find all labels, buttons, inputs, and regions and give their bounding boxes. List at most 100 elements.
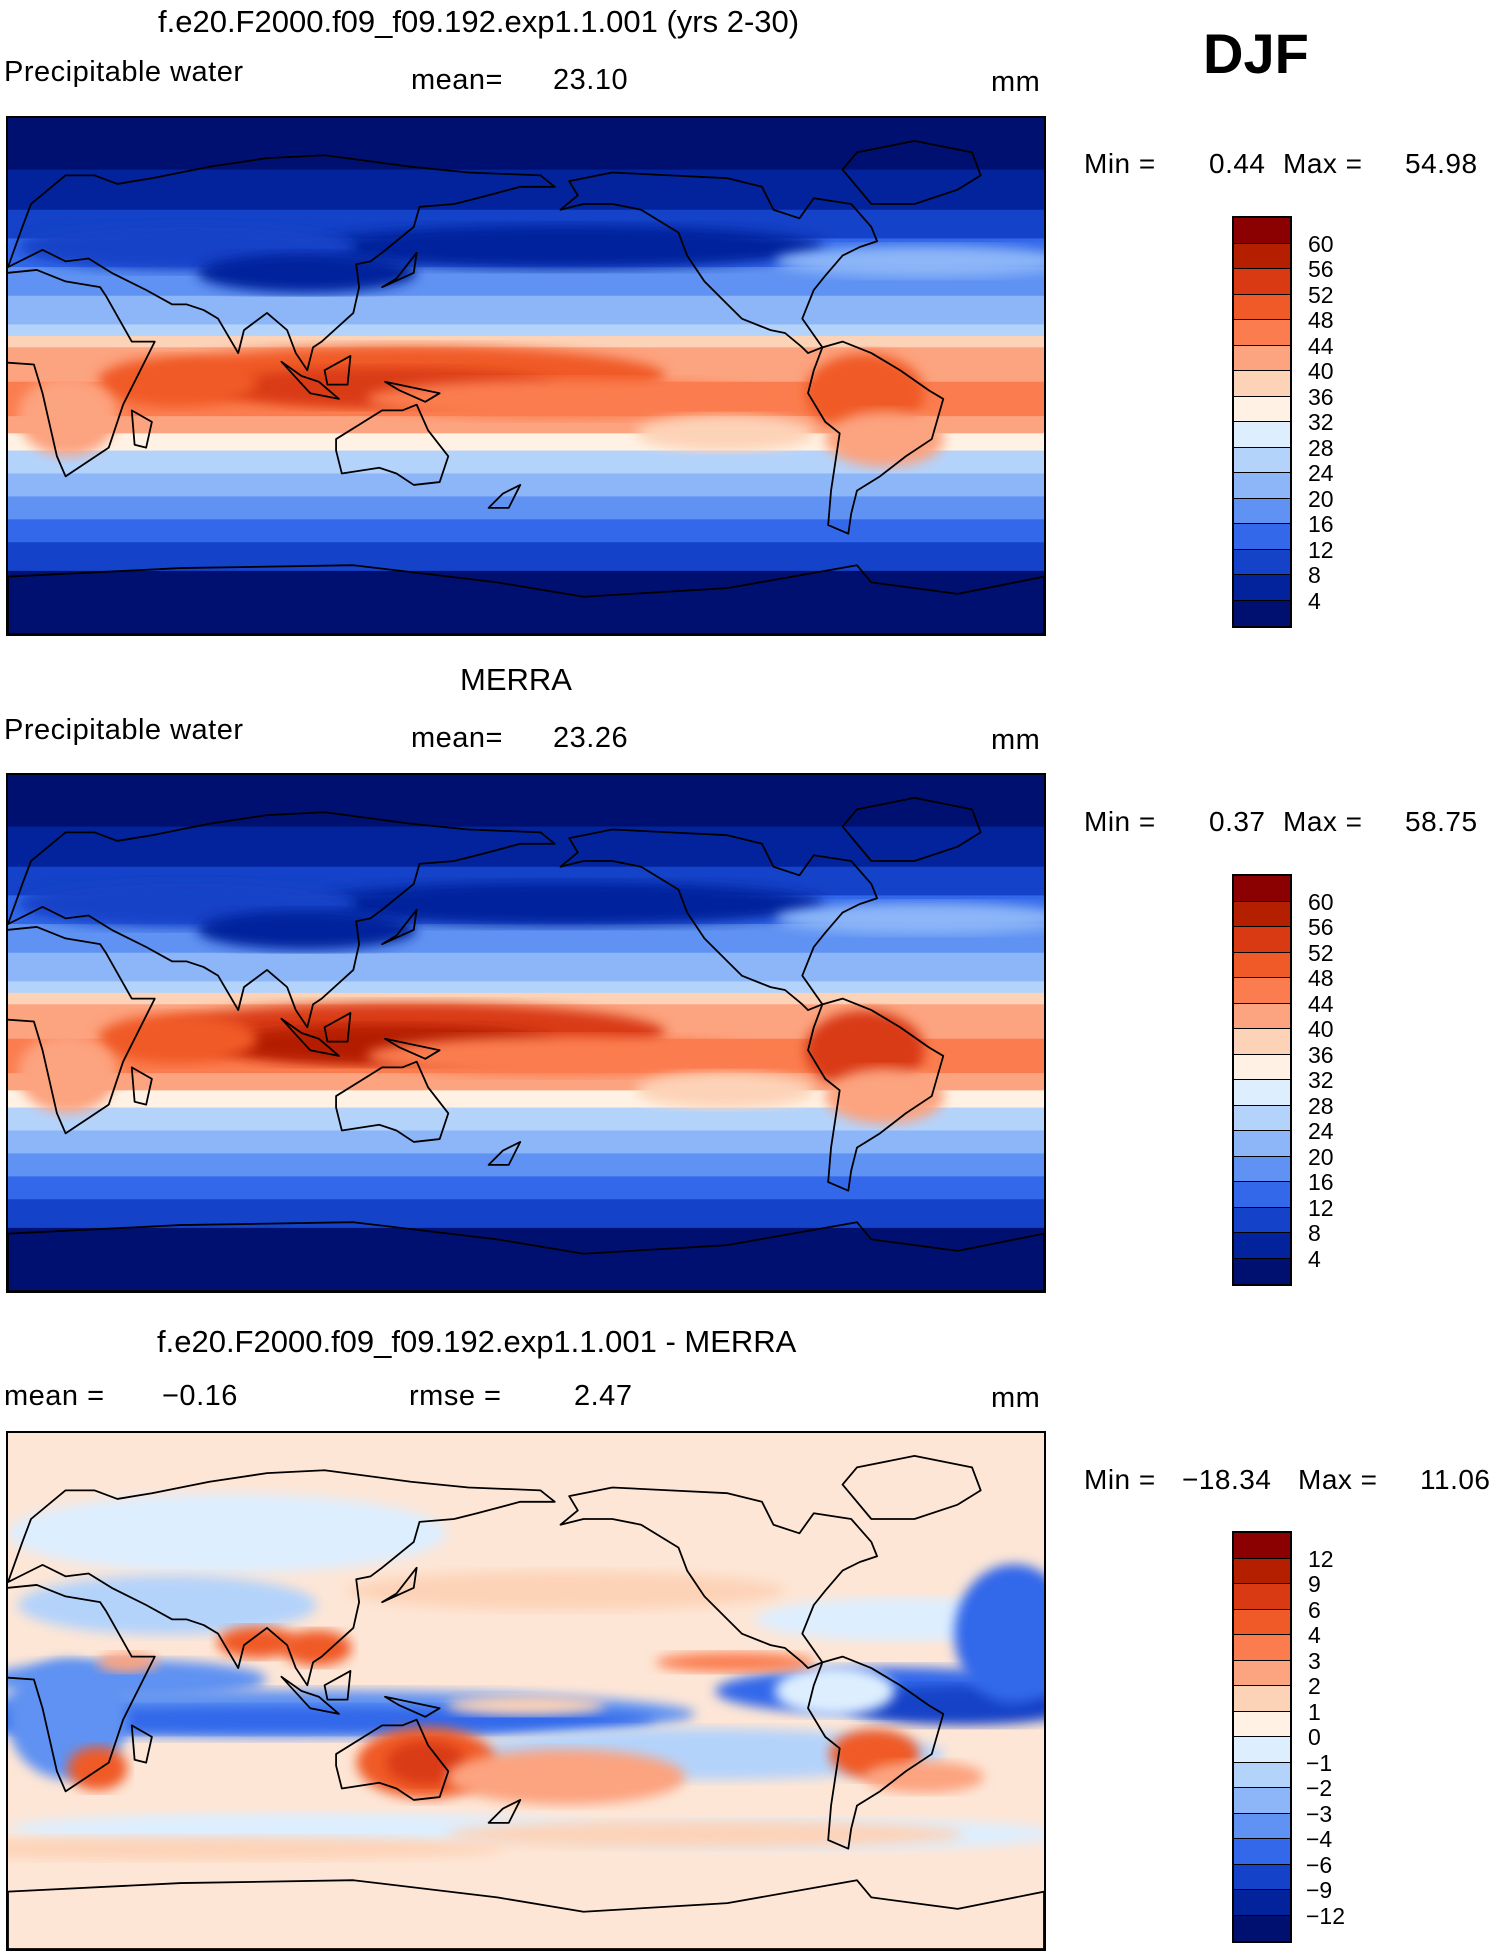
coastline <box>381 1566 418 1604</box>
panel-2-colorbar <box>1232 874 1292 1286</box>
colorbar-label: −6 <box>1306 1851 1333 1878</box>
colorbar-label: −1 <box>1306 1749 1333 1776</box>
colorbar-swatch <box>1234 218 1290 244</box>
panel-1-mean-value: 23.10 <box>553 64 629 96</box>
coastline <box>8 1584 156 1793</box>
coastline <box>8 926 156 1135</box>
panel-1-mean-label: mean= <box>411 64 503 96</box>
colorbar-label: 56 <box>1308 256 1334 282</box>
coastline <box>807 1655 945 1850</box>
coastline <box>384 380 441 403</box>
colorbar-swatch <box>1234 396 1290 422</box>
coastline <box>130 1066 153 1106</box>
colorbar-swatch <box>1234 901 1290 927</box>
coastline <box>280 360 340 400</box>
panel-1-max-label: Max = <box>1283 148 1363 179</box>
colorbar-swatch <box>1234 927 1290 953</box>
panel-1-min-label: Min = <box>1084 148 1156 179</box>
panel-3-min-value: −18.34 <box>1182 1464 1272 1495</box>
colorbar-label: 0 <box>1308 1724 1321 1750</box>
colorbar-label: 3 <box>1308 1647 1321 1674</box>
colorbar-swatch <box>1234 422 1290 448</box>
panel-2-units: mm <box>991 724 1041 756</box>
panel-2-field-label: Precipitable water <box>4 714 244 746</box>
panel-3-units: mm <box>991 1382 1041 1414</box>
colorbar-swatch <box>1234 876 1290 902</box>
colorbar-swatch <box>1234 1660 1290 1686</box>
colorbar-swatch <box>1234 1258 1290 1284</box>
colorbar-label: 16 <box>1308 511 1334 537</box>
colorbar-label: 36 <box>1308 383 1334 410</box>
coastline <box>335 403 450 486</box>
colorbar-label: 9 <box>1308 1571 1321 1597</box>
colorbar-label: 1 <box>1308 1698 1321 1725</box>
colorbar-swatch <box>1234 243 1290 269</box>
coastline <box>384 1037 441 1060</box>
colorbar-swatch <box>1234 473 1290 499</box>
coastline <box>807 340 945 535</box>
coastline <box>841 140 982 205</box>
panel-2-min-value: 0.37 <box>1209 806 1266 837</box>
colorbar-label: 6 <box>1308 1596 1321 1623</box>
coastline <box>487 1799 522 1824</box>
colorbar-swatch <box>1234 371 1290 397</box>
panel-2-max-label: Max = <box>1283 806 1363 837</box>
coastline <box>487 484 522 509</box>
colorbar-label: 8 <box>1308 562 1321 588</box>
colorbar-label: 52 <box>1308 939 1334 966</box>
coastline <box>381 908 418 946</box>
panel-2-map <box>6 773 1046 1293</box>
panel-3-min-label: Min = <box>1084 1464 1156 1495</box>
panel-3-colorbar <box>1232 1531 1292 1943</box>
colorbar-label: 12 <box>1308 1194 1334 1221</box>
colorbar-swatch <box>1234 1635 1290 1661</box>
colorbar-swatch <box>1234 1131 1290 1157</box>
colorbar-label: −2 <box>1306 1775 1333 1801</box>
coastline <box>8 1221 1044 1291</box>
panel-2-title: MERRA <box>460 662 572 697</box>
panel-2-mean-value: 23.26 <box>553 722 629 754</box>
colorbar-label: 60 <box>1308 888 1334 915</box>
colorbar-label: 52 <box>1308 281 1334 308</box>
coastline <box>807 997 945 1192</box>
colorbar-swatch <box>1234 1233 1290 1259</box>
coastline <box>335 1060 450 1143</box>
colorbar-swatch <box>1234 1182 1290 1208</box>
colorbar-label: 48 <box>1308 307 1334 333</box>
panel-3-mean-label: mean = <box>4 1380 105 1412</box>
coastline <box>8 1879 1044 1949</box>
panel-2-max-value: 58.75 <box>1405 806 1478 837</box>
colorbar-swatch <box>1234 269 1290 295</box>
colorbar-label: 12 <box>1308 536 1334 563</box>
colorbar-label: −4 <box>1306 1826 1333 1852</box>
colorbar-swatch <box>1234 1864 1290 1890</box>
coastline <box>280 1675 340 1715</box>
panel-1-max-value: 54.98 <box>1405 148 1478 179</box>
colorbar-swatch <box>1234 1711 1290 1737</box>
coastline <box>323 355 352 386</box>
colorbar-label: 4 <box>1308 1622 1321 1648</box>
panel-1-title: f.e20.F2000.f09_f09.192.exp1.1.001 (yrs … <box>158 4 800 39</box>
colorbar-swatch <box>1234 575 1290 601</box>
colorbar-label: 20 <box>1308 1143 1334 1170</box>
colorbar-label: 40 <box>1308 1016 1334 1042</box>
colorbar-swatch <box>1234 1839 1290 1865</box>
panel-2-mean-label: mean= <box>411 722 503 754</box>
colorbar-label: −12 <box>1306 1902 1346 1929</box>
coastline <box>8 154 556 372</box>
colorbar-label: 56 <box>1308 914 1334 940</box>
colorbar-swatch <box>1234 294 1290 320</box>
coastline <box>323 1012 352 1043</box>
colorbar-swatch <box>1234 1788 1290 1814</box>
season-label: DJF <box>1203 22 1309 85</box>
coastline <box>381 251 418 289</box>
coastline <box>841 1455 982 1520</box>
panel-1-units: mm <box>991 66 1041 98</box>
coastline <box>559 828 878 1011</box>
coastline <box>8 564 1044 634</box>
colorbar-label: 44 <box>1308 332 1334 359</box>
colorbar-swatch <box>1234 1813 1290 1839</box>
colorbar-label: 20 <box>1308 485 1334 512</box>
colorbar-swatch <box>1234 1080 1290 1106</box>
panel-3-rmse-label: rmse = <box>409 1380 502 1412</box>
